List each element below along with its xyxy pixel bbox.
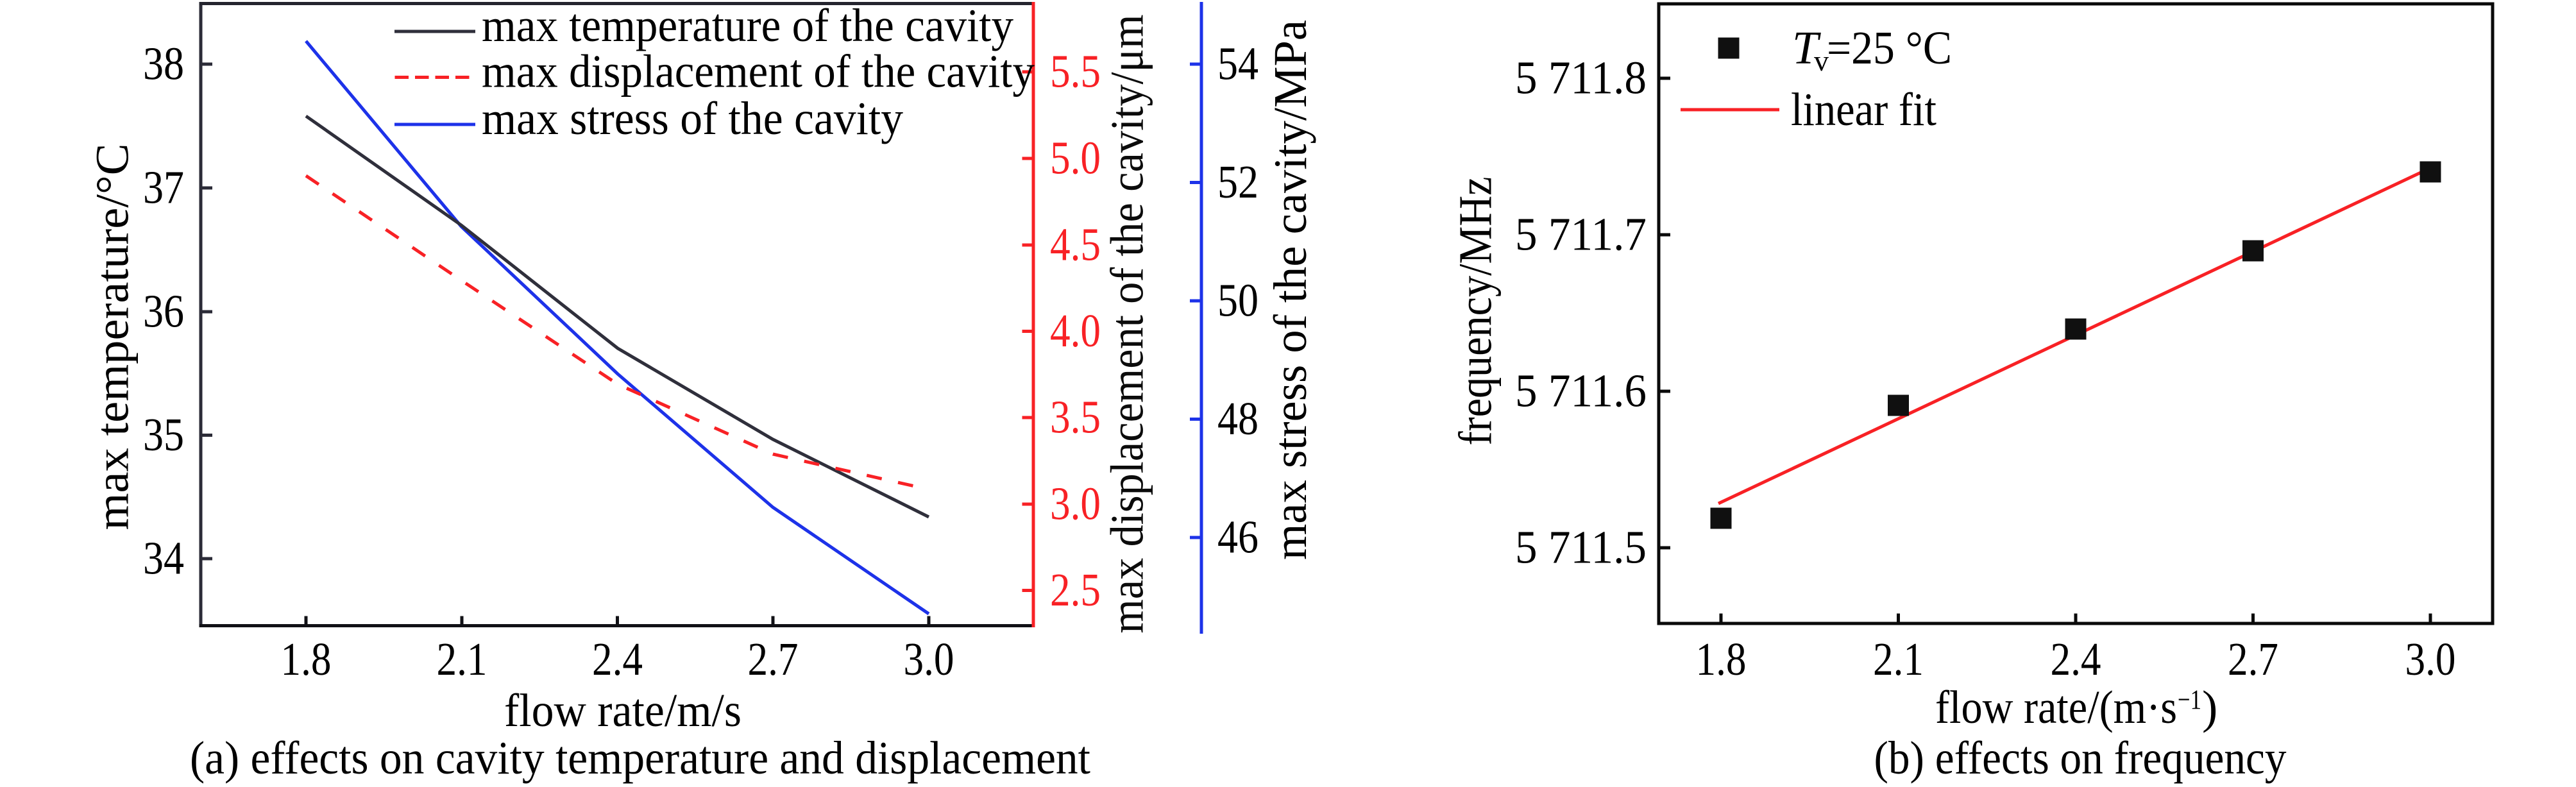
svg-text:=25 °C: =25 °C (1827, 22, 1952, 74)
svg-text:(a) effects on cavity temperat: (a) effects on cavity temperature and di… (190, 732, 1090, 784)
svg-text:3.0: 3.0 (1050, 478, 1101, 530)
svg-text:frequency/MHz: frequency/MHz (1450, 177, 1502, 446)
svg-text:): ) (2202, 681, 2217, 733)
svg-text:flow rate/(m·s: flow rate/(m·s (1935, 681, 2177, 733)
svg-text:1.8: 1.8 (1696, 633, 1747, 685)
svg-text:max displacement of the cavity: max displacement of the cavity (482, 46, 1035, 97)
svg-text:52: 52 (1217, 156, 1258, 208)
svg-text:max temperature of the cavity: max temperature of the cavity (482, 0, 1013, 51)
svg-text:2.4: 2.4 (592, 633, 643, 685)
svg-text:48: 48 (1217, 393, 1258, 444)
svg-text:−1: −1 (2178, 685, 2201, 715)
svg-text:max stress of the cavity/MPa: max stress of the cavity/MPa (1264, 20, 1316, 560)
svg-text:5 711.8: 5 711.8 (1515, 52, 1647, 104)
svg-text:3.0: 3.0 (2405, 633, 2456, 685)
svg-text:46: 46 (1217, 511, 1258, 563)
svg-text:max displacement of the cavity: max displacement of the cavity/μm (1101, 15, 1153, 634)
svg-text:5 711.7: 5 711.7 (1515, 208, 1647, 260)
svg-text:50: 50 (1217, 275, 1258, 326)
svg-text:35: 35 (143, 409, 184, 461)
svg-text:54: 54 (1217, 38, 1258, 90)
svg-text:v: v (1814, 44, 1829, 77)
svg-text:T: T (1792, 22, 1821, 74)
svg-text:max temperature/°C: max temperature/°C (87, 144, 139, 530)
svg-text:2.1: 2.1 (1873, 633, 1924, 685)
svg-text:4.0: 4.0 (1050, 305, 1101, 357)
svg-text:5 711.6: 5 711.6 (1515, 365, 1647, 417)
svg-text:linear fit: linear fit (1791, 83, 1936, 135)
svg-text:38: 38 (143, 38, 184, 90)
svg-text:2.1: 2.1 (437, 633, 487, 685)
svg-text:3.5: 3.5 (1050, 391, 1101, 443)
svg-text:flow rate/m/s: flow rate/m/s (504, 684, 741, 736)
svg-text:5 711.5: 5 711.5 (1515, 521, 1647, 573)
svg-text:max stress of the cavity: max stress of the cavity (482, 92, 903, 144)
svg-text:1.8: 1.8 (281, 633, 332, 685)
svg-text:2.7: 2.7 (2228, 633, 2278, 685)
svg-text:2.4: 2.4 (2051, 633, 2101, 685)
svg-text:2.5: 2.5 (1050, 564, 1101, 616)
svg-text:37: 37 (143, 162, 184, 214)
svg-text:(b) effects on frequency: (b) effects on frequency (1874, 732, 2287, 784)
svg-text:36: 36 (143, 285, 184, 337)
svg-text:5.5: 5.5 (1050, 46, 1101, 97)
svg-text:5.0: 5.0 (1050, 132, 1101, 184)
svg-text:4.5: 4.5 (1050, 219, 1101, 271)
svg-text:2.7: 2.7 (748, 633, 799, 685)
svg-text:3.0: 3.0 (904, 633, 954, 685)
svg-text:34: 34 (143, 532, 184, 584)
